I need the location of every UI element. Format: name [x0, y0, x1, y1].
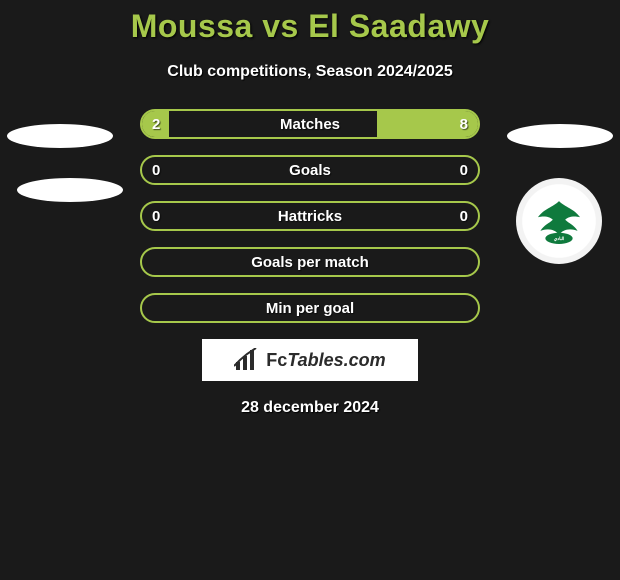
fctables-logo: FcTables.com — [202, 339, 418, 381]
stat-right-value: 0 — [460, 208, 468, 225]
stat-label: Goals — [289, 162, 331, 179]
club-left-badge-placeholder — [17, 178, 123, 202]
stat-label: Goals per match — [251, 254, 369, 271]
stat-row-min-per-goal: Min per goal — [140, 293, 480, 323]
logo-text: FcTables.com — [266, 350, 385, 371]
stat-label: Hattricks — [278, 208, 342, 225]
stat-label: Matches — [280, 116, 340, 133]
eagle-badge-icon: النادي — [528, 190, 590, 252]
logo-text-left: Fc — [266, 350, 287, 370]
logo-text-right: Tables.com — [287, 350, 385, 370]
stat-left-value: 2 — [152, 116, 160, 133]
player-right-avatar-placeholder — [507, 124, 613, 148]
subtitle: Club competitions, Season 2024/2025 — [0, 63, 620, 81]
club-right-badge: النادي — [516, 178, 602, 264]
stat-right-value: 0 — [460, 162, 468, 179]
date-label: 28 december 2024 — [0, 399, 620, 417]
bar-chart-icon — [234, 348, 260, 372]
stat-rows: 2 Matches 8 0 Goals 0 0 Hattricks 0 Goal… — [140, 109, 480, 323]
player-left-avatar-placeholder — [7, 124, 113, 148]
stat-row-goals-per-match: Goals per match — [140, 247, 480, 277]
stat-left-value: 0 — [152, 162, 160, 179]
stat-row-goals: 0 Goals 0 — [140, 155, 480, 185]
stat-label: Min per goal — [266, 300, 354, 317]
stat-left-value: 0 — [152, 208, 160, 225]
page-title: Moussa vs El Saadawy — [0, 0, 620, 45]
stat-row-hattricks: 0 Hattricks 0 — [140, 201, 480, 231]
comparison-card: Moussa vs El Saadawy Club competitions, … — [0, 0, 620, 580]
stat-right-value: 8 — [460, 116, 468, 133]
stat-row-matches: 2 Matches 8 — [140, 109, 480, 139]
